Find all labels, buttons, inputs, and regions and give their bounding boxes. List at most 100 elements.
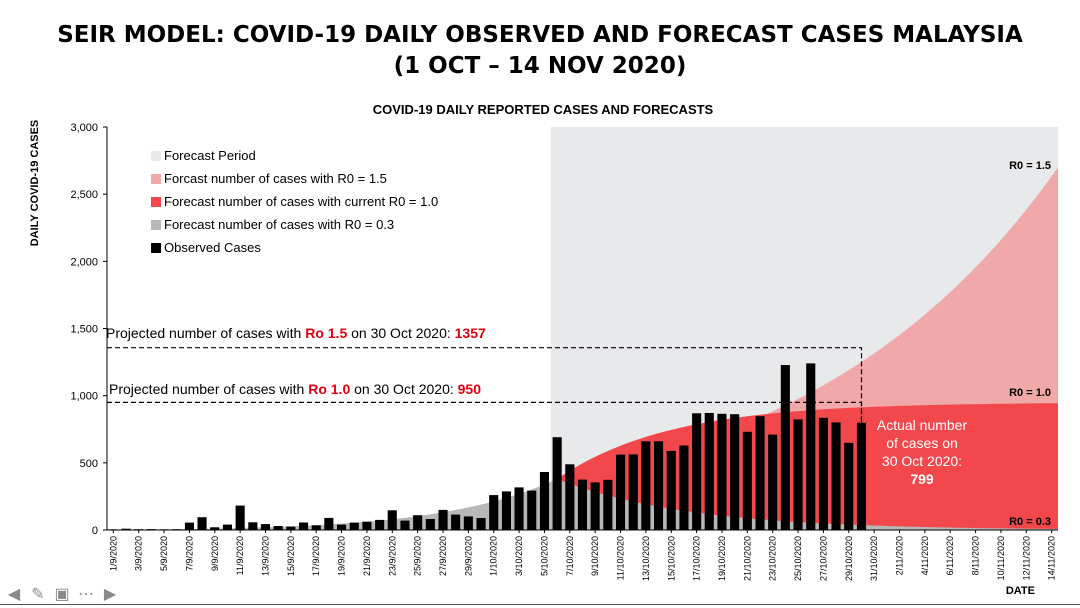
x-tick-label: 1/10/2020 [489,536,499,576]
x-tick-label: 7/10/2020 [565,536,575,576]
legend-forecast-period-label: Forecast Period [164,148,256,163]
observed-bar [527,490,537,530]
observed-bar [311,525,321,530]
observed-bar [704,413,714,530]
curve-label-r03: R0 = 0.3 [1009,516,1051,528]
projection-r15-prefix: Projected number of cases with [106,325,306,341]
x-tick-label: 21/9/2020 [362,536,372,576]
observed-bar [286,526,296,530]
arrow-right-icon[interactable]: ▶ [103,586,117,603]
x-tick-label: 6/11/2020 [945,536,955,575]
y-tick-label: 1,500 [70,324,98,336]
observed-bar [806,363,816,530]
observed-bar [514,487,524,530]
legend-r10-swatch [151,197,161,207]
observed-bar [438,509,448,530]
plot-area: 0 500 1,000 1,500 2,000 2,500 3,000 1/9/2020 3/9… [70,122,1058,581]
x-tick-label: 8/11/2020 [971,536,981,575]
observed-bar [400,520,410,530]
observed-bar [793,419,803,530]
observed-bar [273,526,283,530]
x-tick-label: 5/9/2020 [159,536,169,571]
observed-bar [679,445,689,530]
legend-r15-swatch [151,174,161,184]
observed-bar [260,524,270,530]
observed-bar [324,517,334,530]
observed-bar [463,516,473,530]
chart-title: COVID-19 DAILY REPORTED CASES AND FORECA… [373,102,714,117]
observed-bar [375,519,385,530]
slide-bottom-border [0,604,1080,605]
x-tick-label: 12/11/2020 [1021,536,1031,580]
projection-r15-annotation: Projected number of cases with Ro 1.5 on… [106,325,486,341]
y-axis-label: DAILY COVID-19 CASES [29,120,41,247]
projection-r10-value: 950 [457,381,481,397]
observed-bar [844,442,854,530]
observed-bar [628,454,638,530]
y-tick-label: 3,000 [70,122,98,134]
x-tick-label: 27/9/2020 [438,536,448,576]
projection-r10-annotation: Projected number of cases with Ro 1.0 on… [109,381,481,397]
reference-line-r10 [107,401,863,530]
slide-title-line2: (1 OCT – 14 NOV 2020) [393,53,687,79]
x-tick-label: 1/9/2020 [108,536,118,571]
slide-title-line1: SEIR MODEL: COVID-19 DAILY OBSERVED AND … [57,22,1023,48]
y-tick-label: 0 [92,525,98,537]
x-tick-label: 4/11/2020 [920,536,930,575]
observed-bar [337,524,347,530]
projection-r15-value: 1357 [454,325,486,341]
actual-value: 799 [910,471,934,487]
observed-bar [742,431,752,530]
slide-title: SEIR MODEL: COVID-19 DAILY OBSERVED AND … [0,20,1080,82]
observed-bar [654,441,664,530]
observed-bar [717,413,727,530]
projection-r15-mid: on 30 Oct 2020: [347,325,455,341]
x-tick-label: 23/9/2020 [387,536,397,576]
x-tick-label: 25/10/2020 [793,536,803,581]
x-tick-label: 9/10/2020 [590,536,600,576]
x-tick-label: 15/10/2020 [666,536,676,581]
slides-icon[interactable]: ▣ [54,586,70,603]
observed-bar [184,522,194,530]
x-tick-label: 23/10/2020 [768,536,778,581]
projection-r10-mid: on 30 Oct 2020: [350,381,458,397]
observed-bar [121,528,131,530]
more-icon[interactable]: ⋯ [78,586,94,603]
observed-bar [413,515,423,530]
arrow-left-icon[interactable]: ◀ [7,586,21,603]
x-tick-label: 15/9/2020 [286,536,296,576]
x-axis-label: DATE [1006,585,1035,597]
observed-bar [210,527,220,530]
y-tick-label: 2,000 [70,256,98,268]
legend-r10-label: Forecast number of cases with current R0… [164,194,438,209]
y-tick-label: 500 [80,458,98,470]
observed-bar [831,422,841,530]
observed-bar [489,495,499,530]
y-tick-label: 2,500 [70,189,98,201]
observed-bar [730,414,740,530]
x-tick-label: 19/9/2020 [337,536,347,576]
x-tick-label: 14/11/2020 [1047,536,1057,580]
x-tick-label: 19/10/2020 [717,536,727,581]
observed-bar [235,505,245,530]
legend-observed-label: Observed Cases [164,240,261,255]
x-tick-label: 9/9/2020 [210,536,220,571]
legend-forecast-period-swatch [151,151,161,161]
observed-bar [755,416,765,530]
legend-r15-label: Forcast number of cases with R0 = 1.5 [164,171,387,186]
x-tick-label: 31/10/2020 [869,536,879,581]
x-tick-label: 2/11/2020 [895,536,905,575]
pen-icon[interactable]: ✎ [31,586,45,603]
observed-bar [387,510,397,530]
x-tick-label: 10/11/2020 [996,536,1006,580]
observed-bar [603,479,613,530]
observed-bar [616,454,626,530]
observed-bar [425,519,435,530]
observed-bar [780,365,790,530]
projection-r15-ro: Ro 1.5 [305,325,348,341]
observed-bar [222,524,232,530]
y-tick-label: 1,000 [70,391,98,403]
x-tick-label: 17/10/2020 [692,536,702,581]
projection-r10-prefix: Projected number of cases with [109,381,309,397]
